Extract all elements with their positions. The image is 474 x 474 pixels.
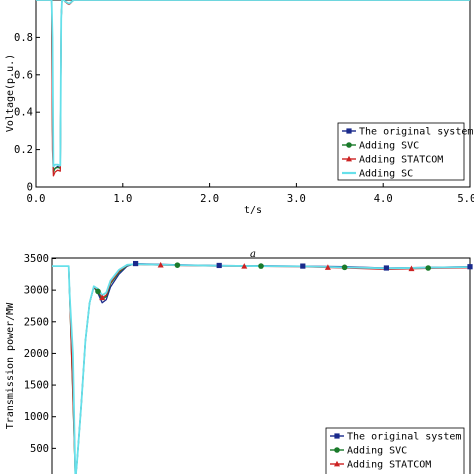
power-series-marker — [174, 262, 181, 268]
voltage-y-tick-label: 0.2 — [14, 144, 33, 156]
power-legend-marker — [334, 447, 340, 453]
power-series-marker — [157, 261, 164, 268]
power-legend: The original system Adding SVC Adding STAT… — [325, 427, 465, 474]
power-legend-label: Adding SVC — [347, 446, 407, 457]
power-legend-marker — [334, 460, 340, 467]
voltage-legend-label: Adding SC — [359, 169, 413, 180]
power-legend-label: Adding STATCOM — [347, 460, 431, 471]
power-series-marker — [425, 265, 432, 271]
power-series-markers — [95, 260, 473, 301]
voltage-legend-label: The original system — [359, 127, 473, 138]
power-series-marker — [383, 265, 389, 271]
voltage-x-tick-label: 2.0 — [200, 193, 219, 205]
voltage-y-tick-label: 0 — [27, 182, 33, 194]
power-y-tick-label: 1000 — [24, 411, 49, 423]
power-y-tick-label: 1500 — [24, 380, 49, 392]
power-series-marker — [324, 264, 331, 270]
voltage-caption: a — [250, 249, 256, 260]
voltage-legend-marker — [346, 128, 352, 134]
power-series-marker — [341, 264, 348, 271]
power-legend-box — [325, 427, 465, 474]
power-y-tick-label: 2500 — [24, 316, 49, 328]
voltage-series-lines — [36, 0, 470, 177]
power-y-tick-label: 2000 — [24, 348, 49, 360]
voltage-y-tick-label: 0.4 — [14, 107, 33, 119]
voltage-x-tick-label: 0.0 — [27, 193, 46, 205]
power-series-marker — [258, 263, 264, 269]
power-y-tick-label: 500 — [30, 443, 49, 455]
voltage-x-axis-label: t/s — [244, 205, 262, 216]
voltage-x-tick-label: 3.0 — [287, 193, 306, 205]
voltage-y-tick-label: 0.8 — [14, 32, 33, 44]
voltage-legend-label: Adding SVC — [359, 141, 419, 152]
voltage-legend-label: Adding STATCOM — [359, 155, 443, 166]
power-series-marker — [99, 294, 106, 301]
power-series-marker — [241, 263, 248, 269]
voltage-y-axis-label: Voltage(p.u.) — [5, 54, 16, 132]
power-legend-marker — [334, 433, 340, 439]
power-y-axis-label: Transmission power/MW — [5, 302, 16, 429]
power-series-marker — [300, 263, 306, 269]
voltage-y-ticks: 0 0.2 0.4 0.6 0.8 — [14, 32, 40, 194]
voltage-x-ticks: 0.0 1.0 2.0 3.0 4.0 5.00 — [27, 183, 474, 205]
voltage-chart: 0 0.2 0.4 0.6 0.8 0.0 1.0 2.0 3.0 4.0 5.00 Voltag… — [5, 0, 474, 260]
power-legend-label: The original system — [347, 432, 461, 443]
voltage-series-line — [36, 0, 470, 168]
voltage-legend-marker — [346, 155, 352, 162]
power-series-marker — [408, 265, 415, 272]
power-series-marker — [133, 260, 139, 267]
power-y-ticks: 0500100015002000250030003500 — [24, 253, 56, 455]
voltage-x-tick-label: 1.0 — [113, 193, 132, 205]
power-y-tick-label: 3500 — [24, 253, 49, 265]
voltage-x-tick-label: 5.00 — [457, 193, 474, 205]
power-series-marker — [467, 264, 473, 270]
power-y-tick-label: 3000 — [24, 285, 49, 297]
voltage-y-tick-label: 0.6 — [14, 69, 33, 81]
power-chart: 0500100015002000250030003500 Transmissio… — [5, 253, 473, 474]
voltage-legend-box — [337, 122, 465, 181]
voltage-legend-marker — [346, 142, 352, 148]
voltage-legend: The original system Adding SVC Adding STAT… — [337, 122, 473, 181]
voltage-x-tick-label: 4.0 — [374, 193, 393, 205]
power-series-marker — [216, 262, 222, 269]
power-series-marker — [95, 288, 101, 295]
